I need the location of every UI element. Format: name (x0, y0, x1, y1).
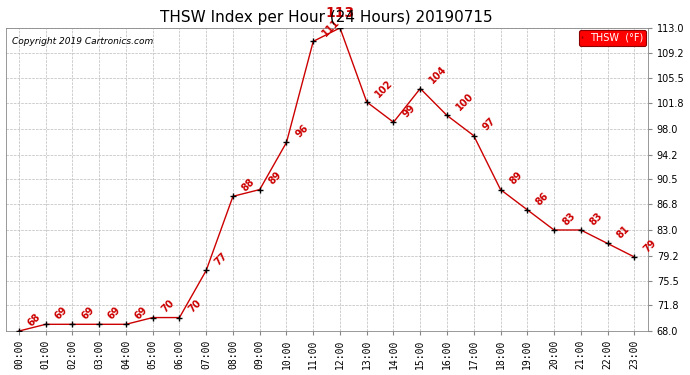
Text: 89: 89 (266, 170, 284, 187)
Text: 86: 86 (534, 190, 551, 207)
Text: 70: 70 (186, 298, 203, 315)
Text: 83: 83 (561, 210, 578, 227)
Title: THSW Index per Hour (24 Hours) 20190715: THSW Index per Hour (24 Hours) 20190715 (160, 10, 493, 26)
Text: 104: 104 (427, 64, 449, 86)
Text: 111: 111 (320, 17, 342, 39)
Text: 81: 81 (615, 224, 631, 241)
Text: 102: 102 (374, 78, 395, 99)
Text: 113: 113 (326, 6, 355, 20)
Text: 69: 69 (79, 305, 96, 321)
Text: 68: 68 (26, 312, 43, 328)
Text: 79: 79 (641, 237, 658, 254)
Text: Copyright 2019 Cartronics.com: Copyright 2019 Cartronics.com (12, 37, 153, 46)
Text: 89: 89 (507, 170, 524, 187)
Text: 83: 83 (588, 210, 604, 227)
Text: 70: 70 (159, 298, 176, 315)
Text: 69: 69 (133, 305, 150, 321)
Text: 69: 69 (106, 305, 123, 321)
Text: 69: 69 (52, 305, 69, 321)
Text: 96: 96 (293, 123, 310, 140)
Text: 99: 99 (400, 103, 417, 119)
Text: 100: 100 (454, 91, 475, 113)
Text: 97: 97 (481, 116, 497, 133)
Text: 88: 88 (240, 177, 257, 194)
Legend: THSW  (°F): THSW (°F) (579, 30, 646, 46)
Text: 77: 77 (213, 251, 230, 268)
